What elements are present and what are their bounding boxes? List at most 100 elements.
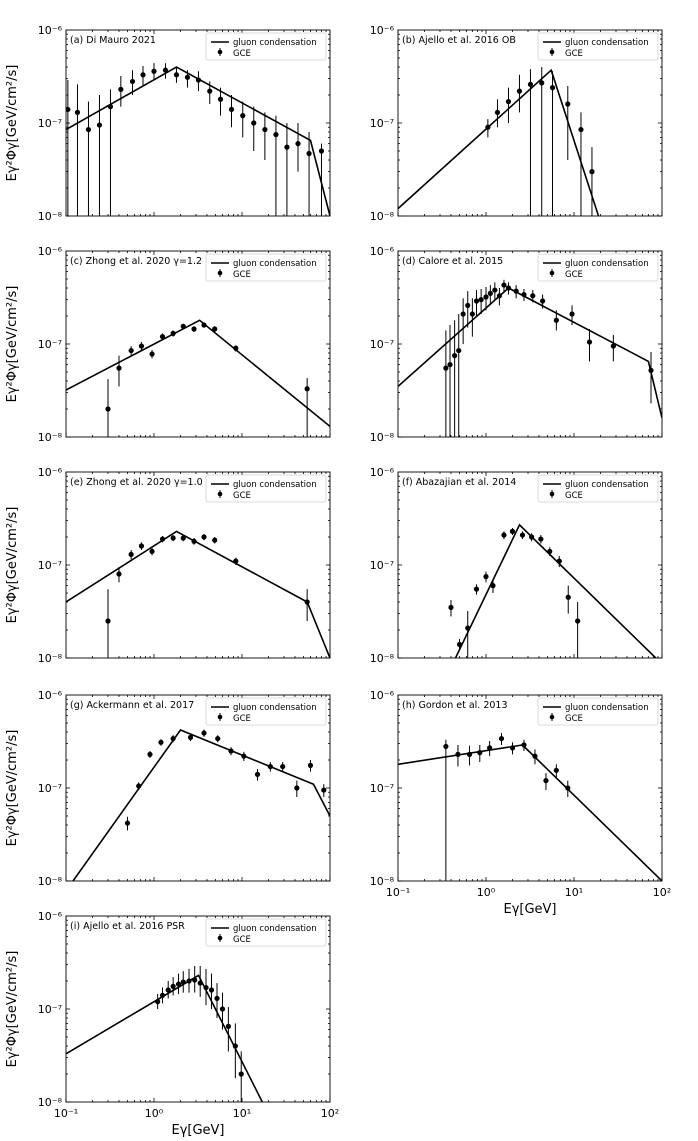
legend-box bbox=[537, 474, 659, 503]
x-tick-label: 10² bbox=[321, 1107, 339, 1120]
data-point bbox=[66, 106, 71, 113]
panel-title: (f) Abazajian et al. 2014 bbox=[402, 477, 516, 488]
panel-title: (b) Ajello et al. 2016 OB bbox=[402, 35, 516, 46]
data-point bbox=[610, 343, 616, 349]
data-point bbox=[138, 543, 145, 549]
legend-line-label: gluon condensation bbox=[233, 924, 317, 934]
data-point bbox=[648, 367, 654, 374]
data-point bbox=[465, 625, 471, 631]
data-point bbox=[543, 778, 549, 784]
plot-frame bbox=[65, 29, 331, 217]
data-points bbox=[155, 965, 244, 1102]
data-point bbox=[107, 104, 114, 110]
legend-line-label: gluon condensation bbox=[565, 703, 649, 713]
y-tick-label: 10⁻⁸ bbox=[370, 875, 395, 888]
legend-line-label: gluon condensation bbox=[565, 259, 649, 269]
data-point bbox=[494, 109, 501, 116]
y-axis-label: Eγ²Φγ[GeV/cm²/s] bbox=[5, 507, 20, 624]
data-point bbox=[136, 783, 142, 789]
data-point bbox=[159, 536, 166, 542]
x-tick-label: 10⁻¹ bbox=[386, 886, 410, 899]
data-point bbox=[578, 126, 584, 133]
data-point bbox=[539, 80, 545, 86]
data-point bbox=[170, 735, 176, 742]
data-point bbox=[191, 326, 197, 332]
data-points bbox=[105, 534, 310, 658]
data-point bbox=[460, 311, 466, 317]
data-point bbox=[569, 311, 575, 317]
legend-points-label: GCE bbox=[565, 714, 583, 724]
data-point bbox=[170, 983, 176, 989]
data-point bbox=[483, 294, 489, 300]
panel-g: 10⁻⁶ 10⁻⁷ 10⁻⁸ Eγ²Φγ[GeV/cm²/s] (g) Ackerman… bbox=[5, 689, 331, 888]
data-point bbox=[547, 548, 553, 555]
data-point bbox=[124, 820, 131, 826]
y-tick-label: 10⁻⁷ bbox=[38, 338, 62, 351]
data-point bbox=[175, 981, 182, 987]
data-point bbox=[128, 551, 134, 558]
legend-point-marker bbox=[549, 49, 555, 55]
data-point bbox=[469, 311, 475, 317]
panel-title: (h) Gordon et al. 2013 bbox=[402, 700, 508, 711]
legend-points-label: GCE bbox=[565, 49, 583, 59]
data-point bbox=[478, 297, 484, 303]
y-tick-label: 10⁻⁸ bbox=[370, 210, 395, 223]
data-point bbox=[280, 763, 286, 770]
legend-line-label: gluon condensation bbox=[565, 480, 649, 490]
data-point bbox=[304, 599, 310, 605]
data-point bbox=[549, 85, 556, 91]
panel-e: 10⁻⁶ 10⁻⁷ 10⁻⁸ Eγ²Φγ[GeV/cm²/s] (e) Zhong et… bbox=[5, 466, 331, 665]
data-point bbox=[483, 574, 489, 580]
data-point bbox=[212, 326, 218, 332]
y-tick-label: 10⁻⁷ bbox=[38, 559, 62, 572]
data-point bbox=[180, 535, 186, 541]
data-point bbox=[447, 362, 453, 368]
legend-box bbox=[537, 253, 659, 282]
y-tick-label: 10⁻⁶ bbox=[370, 466, 395, 479]
legend-line-label: gluon condensation bbox=[233, 480, 317, 490]
y-tick-label: 10⁻⁷ bbox=[38, 1003, 62, 1016]
data-point bbox=[538, 536, 544, 542]
y-tick-label: 10⁻⁶ bbox=[38, 689, 63, 702]
x-tick-label: 10⁰ bbox=[477, 886, 496, 899]
legend-box bbox=[205, 697, 327, 726]
data-point bbox=[490, 583, 496, 589]
data-point bbox=[105, 618, 111, 624]
data-point bbox=[165, 987, 171, 993]
data-point bbox=[262, 126, 268, 133]
data-point bbox=[254, 771, 261, 778]
y-axis-label: Eγ²Φγ[GeV/cm²/s] bbox=[5, 951, 20, 1068]
y-tick-label: 10⁻⁶ bbox=[38, 245, 63, 258]
data-point bbox=[240, 113, 246, 119]
legend-line-label: gluon condensation bbox=[233, 38, 317, 48]
legend-points-label: GCE bbox=[233, 491, 251, 501]
legend-point-marker bbox=[217, 714, 223, 720]
data-point bbox=[466, 751, 473, 757]
plot-frame bbox=[65, 694, 331, 882]
data-point bbox=[443, 365, 449, 371]
data-point bbox=[553, 767, 559, 773]
data-point bbox=[295, 141, 301, 147]
plot-frame bbox=[397, 250, 663, 438]
y-tick-label: 10⁻⁸ bbox=[38, 652, 63, 665]
data-point bbox=[452, 353, 458, 359]
y-tick-label: 10⁻⁶ bbox=[370, 24, 395, 37]
y-tick-label: 10⁻⁸ bbox=[370, 431, 395, 444]
x-tick-label: 10¹ bbox=[565, 886, 583, 899]
data-point bbox=[443, 743, 449, 750]
data-point bbox=[589, 169, 595, 175]
plot-frame bbox=[65, 471, 331, 659]
data-point bbox=[505, 98, 512, 105]
data-point bbox=[225, 1023, 231, 1029]
y-tick-label: 10⁻⁸ bbox=[38, 431, 63, 444]
data-point bbox=[215, 735, 221, 742]
model-line bbox=[398, 287, 662, 419]
data-point bbox=[228, 106, 235, 113]
y-tick-label: 10⁻⁸ bbox=[38, 1096, 63, 1109]
data-point bbox=[105, 406, 111, 412]
data-point bbox=[307, 762, 314, 768]
data-points bbox=[66, 63, 325, 216]
legend-point-marker bbox=[217, 935, 223, 941]
data-point bbox=[118, 86, 124, 92]
